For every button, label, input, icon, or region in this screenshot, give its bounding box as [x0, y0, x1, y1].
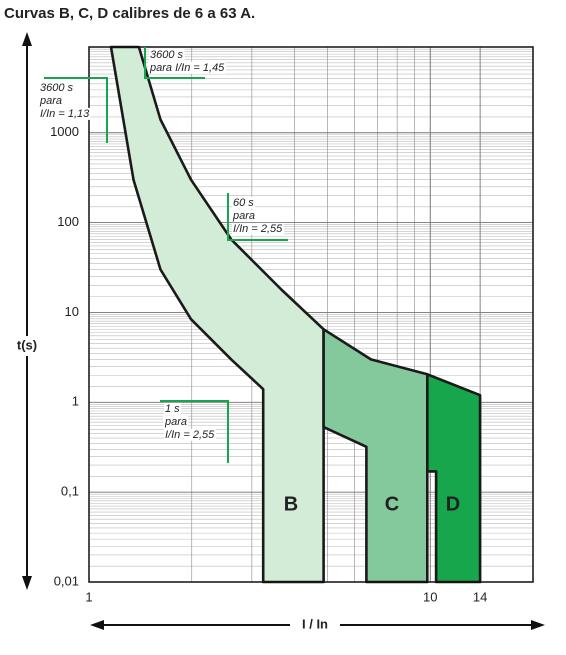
- annotation: I/In = 2,55: [233, 223, 283, 235]
- label-bg: [8, 336, 44, 356]
- chart-title: Curvas B, C, D calibres de 6 a 63 A.: [4, 5, 255, 22]
- annotation: para I/In = 1,45: [149, 62, 225, 74]
- bracket: [227, 193, 288, 241]
- region-label: B: [284, 493, 298, 515]
- plot-frame: [88, 46, 534, 583]
- annotation-brackets: [44, 47, 288, 463]
- x-arrow-head: [90, 620, 104, 630]
- annotation-bg: [38, 94, 64, 107]
- annotation-bg: [149, 48, 185, 61]
- y-axis-label: t(s): [17, 337, 37, 352]
- y-tick-label: 0,01: [54, 573, 79, 588]
- annotation: para: [232, 210, 255, 222]
- region-label: D: [446, 493, 460, 515]
- bracket: [160, 400, 229, 463]
- annotation-bg: [163, 415, 189, 428]
- y-arrow-head: [22, 576, 32, 590]
- annotation: para: [39, 95, 62, 107]
- annotation: I/In = 2,55: [165, 429, 215, 441]
- x-tick-label: 10: [423, 589, 437, 604]
- annotation-bg: [148, 61, 227, 74]
- annotation: 3600 s: [40, 82, 74, 94]
- x-axis-label: I / In: [302, 616, 328, 631]
- region: [322, 328, 429, 584]
- x-tick-label: 14: [473, 589, 487, 604]
- x-tick-label: 1: [85, 589, 92, 604]
- annotation: I/In = 1,13: [40, 108, 90, 120]
- y-tick-label: 100: [57, 214, 79, 229]
- annotation-bg: [39, 107, 92, 120]
- y-tick-label: 1000: [50, 124, 79, 139]
- annotation-bg: [39, 81, 75, 94]
- y-tick-label: 10: [65, 304, 79, 319]
- areas: [109, 45, 482, 584]
- annotation: 60 s: [233, 197, 254, 209]
- annotation-bg: [164, 428, 217, 441]
- annotation: 1 s: [165, 403, 180, 415]
- y-tick-label: 1: [72, 394, 79, 409]
- label-bg: [290, 615, 340, 635]
- annotation: 3600 s: [150, 49, 184, 61]
- y-arrow-head: [22, 32, 32, 46]
- annotation-bg: [232, 222, 285, 235]
- annotation-bg: [232, 196, 256, 209]
- x-arrow-head: [531, 620, 545, 630]
- annotation: para: [164, 416, 187, 428]
- region-label: C: [385, 493, 399, 515]
- annotation-bg: [231, 209, 257, 222]
- bracket: [44, 77, 108, 143]
- y-tick-label: 0,1: [61, 484, 79, 499]
- region: [426, 373, 482, 584]
- annotation-bg: [164, 402, 182, 415]
- bracket: [144, 47, 205, 79]
